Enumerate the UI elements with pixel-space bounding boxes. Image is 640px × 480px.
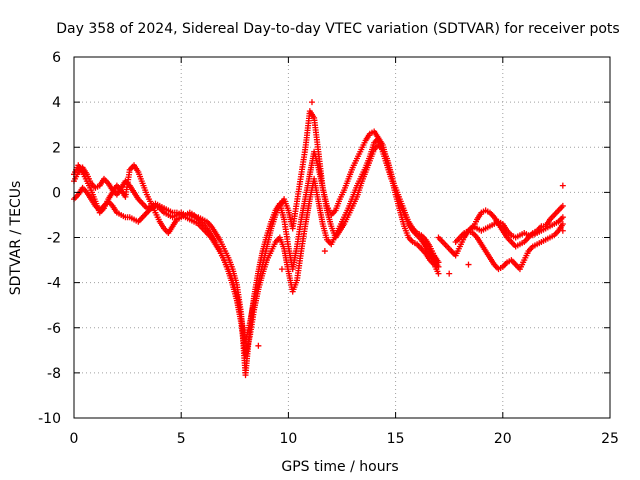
- x-tick-label: 0: [70, 431, 79, 447]
- series-track-5: [452, 220, 566, 273]
- y-tick-label: -10: [38, 411, 61, 427]
- y-tick-label: -4: [47, 276, 61, 292]
- y-axis-label: SDTVAR / TECUs: [8, 181, 24, 296]
- x-tick-label: 20: [494, 431, 512, 447]
- data-point: [465, 261, 472, 268]
- x-tick-label: 25: [601, 431, 619, 447]
- data-point: [255, 342, 262, 349]
- data-point: [559, 227, 566, 234]
- x-tick-label: 5: [177, 431, 186, 447]
- x-axis-label: GPS time / hours: [281, 459, 398, 475]
- chart-title: Day 358 of 2024, Sidereal Day-to-day VTE…: [56, 21, 619, 37]
- y-tick-label: 0: [52, 185, 61, 201]
- x-tick-labels: 0 5 10 15 20 25: [70, 431, 619, 447]
- data-point: [308, 99, 315, 106]
- series-track-3: [71, 135, 442, 358]
- x-tick-label: 15: [387, 431, 405, 447]
- data-point: [321, 248, 328, 255]
- y-tick-label: 6: [52, 50, 61, 66]
- data-point: [559, 202, 566, 209]
- y-tick-label: -6: [47, 321, 61, 337]
- y-tick-label: 4: [52, 95, 61, 111]
- series-track-1: [71, 108, 442, 345]
- data-point: [559, 182, 566, 189]
- x-tick-label: 10: [279, 431, 297, 447]
- y-tick-label: -2: [47, 231, 61, 247]
- data-points: [71, 99, 566, 379]
- series-track-6: [469, 202, 566, 250]
- y-tick-label: 2: [52, 140, 61, 156]
- data-point: [559, 220, 566, 227]
- axis-ticks: [73, 56, 611, 419]
- y-tick-labels: -10 -8 -6 -4 -2 0 2 4 6: [38, 50, 61, 427]
- data-point: [435, 270, 442, 277]
- y-tick-label: -8: [47, 366, 61, 382]
- data-point: [559, 214, 566, 221]
- data-point: [278, 266, 285, 273]
- series-isolated: [255, 99, 566, 349]
- data-point: [446, 270, 453, 277]
